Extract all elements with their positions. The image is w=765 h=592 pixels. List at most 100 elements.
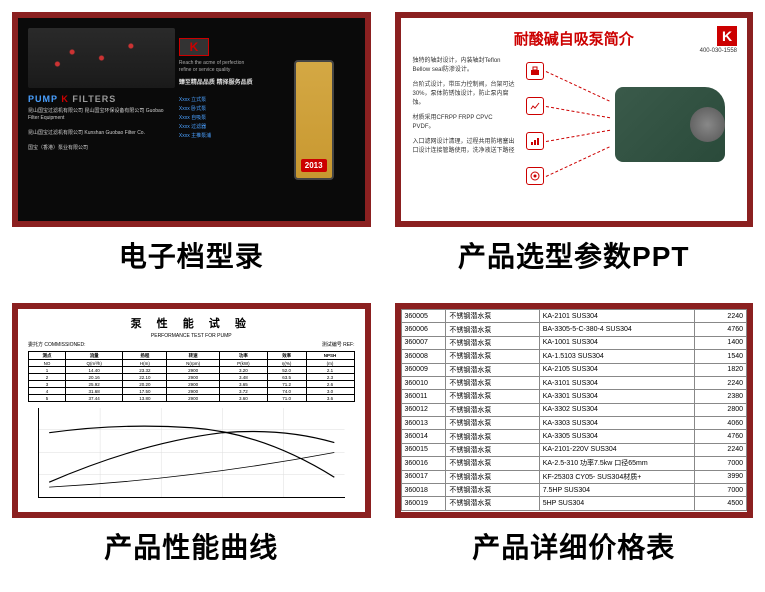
table-cell: 3 (29, 381, 66, 388)
price-row: 360019不锈钢潜水泵5HP SUS3044500 (401, 497, 747, 510)
ppt-desc-2: 台阶式设计，带压力控制阀，台架可达30%，泵体防锈蚀设计，防止泵内腐蚀。 (413, 81, 516, 108)
price-cell: 360011 (401, 390, 446, 403)
connector-line (545, 146, 609, 176)
price-cell: KA-2.5-310 功率7.5kw 口径65mm (539, 457, 694, 470)
price-row: 360010不锈钢潜水泵KA-3101 SUS3042240 (401, 376, 747, 389)
price-row: 360007不锈钢潜水泵KA-1001 SUS3041400 (401, 336, 747, 349)
price-cell: 360014 (401, 430, 446, 443)
performance-chart (38, 408, 345, 498)
table-sub-cell: N(rpm) (167, 360, 220, 367)
price-row: 360006不锈钢潜水泵BA-3305-5-C-380-4 SUS3044760 (401, 323, 747, 336)
curve-title: 泵 性 能 试 验 (28, 315, 355, 331)
feature-icon (526, 62, 544, 80)
curve-content: 泵 性 能 试 验 PERFORMANCE TEST FOR PUMP 委托方 … (18, 309, 365, 512)
price-cell: KA-1.5103 SUS304 (539, 350, 694, 363)
price-row: 360016不锈钢潜水泵KA-2.5-310 功率7.5kw 口径65mm700… (401, 457, 747, 470)
table-cell: 13.80 (123, 395, 167, 402)
price-cell: 不锈钢潜水泵 (446, 390, 539, 403)
k-logo-box: K (179, 38, 209, 56)
price-table: 360005不锈钢潜水泵KA-2101 SUS3042240360006不锈钢潜… (401, 309, 748, 511)
price-cell: 4500 (695, 497, 747, 510)
table-sub-cell: P(kW) (219, 360, 267, 367)
product-list: Xxxx 立式泵 Xxxx 卧式泵 Xxxx 自吸泵 Xxxx 过滤器 Xxxx… (179, 96, 269, 139)
price-frame: 360005不锈钢潜水泵KA-2101 SUS3042240360006不锈钢潜… (395, 303, 754, 518)
price-row: 360018不锈钢潜水泵7.5HP SUS3047000 (401, 483, 747, 496)
caption-price: 产品详细价格表 (472, 526, 675, 566)
document-grid: PUMP K FILTERS 昆山国宝过滤机有限公司 昆山国宝环保设备有限公司 … (12, 12, 753, 580)
price-cell: 2800 (695, 403, 747, 416)
logo-pump-text: PUMP (28, 94, 58, 104)
price-cell: 2240 (695, 376, 747, 389)
catalog-mid: K Reach the acme of perfection refine or… (175, 28, 273, 211)
table-cell: 3.48 (219, 374, 267, 381)
price-cell: 不锈钢潜水泵 (446, 350, 539, 363)
price-cell: 360018 (401, 483, 446, 496)
price-cell: 不锈钢潜水泵 (446, 403, 539, 416)
ppt-body: 独特的轴封设计，内装轴封Teflon Bellow seal防渗设计。 台阶式设… (413, 57, 736, 207)
caption-curve: 产品性能曲线 (104, 526, 278, 566)
price-cell: 5HP SUS304 (539, 497, 694, 510)
price-cell: KA-3101 SUS304 (539, 376, 694, 389)
table-cell: 1 (29, 367, 66, 374)
table-cell: 52.0 (267, 367, 306, 374)
price-cell: 4760 (695, 323, 747, 336)
price-cell: 360012 (401, 403, 446, 416)
price-cell: 360019 (401, 497, 446, 510)
table-cell: 22.10 (123, 374, 167, 381)
price-cell: 不锈钢潜水泵 (446, 470, 539, 483)
curve-subtitle: PERFORMANCE TEST FOR PUMP (28, 333, 355, 339)
table-cell: 37.44 (66, 395, 123, 402)
price-cell: 不锈钢潜水泵 (446, 497, 539, 510)
panel-curve: 泵 性 能 试 验 PERFORMANCE TEST FOR PUMP 委托方 … (12, 303, 371, 580)
price-cell: 7.5HP SUS304 (539, 483, 694, 496)
price-cell: 4060 (695, 417, 747, 430)
price-cell: 3990 (695, 470, 747, 483)
product-item: Xxxx 立式泵 (179, 96, 269, 103)
table-row: 325.9220.2029003.6571.22.6 (29, 381, 355, 388)
price-cell: 360007 (401, 336, 446, 349)
price-cell: KA-3301 SUS304 (539, 390, 694, 403)
price-cell: 不锈钢潜水泵 (446, 363, 539, 376)
company-block-3: 国宝（香港）泵业有限公司 (28, 145, 175, 152)
logo-k-text: K (61, 94, 69, 104)
panel-catalog: PUMP K FILTERS 昆山国宝过滤机有限公司 昆山国宝环保设备有限公司 … (12, 12, 371, 289)
price-cell: 360005 (401, 310, 446, 323)
product-item: Xxxx 卧式泵 (179, 105, 269, 112)
price-cell: KA-1001 SUS304 (539, 336, 694, 349)
table-cell: 71.2 (267, 381, 306, 388)
caption-catalog: 电子档型录 (119, 235, 264, 275)
table-cell: 14.40 (66, 367, 123, 374)
year-label: 2013 (301, 159, 327, 172)
price-cell: 4760 (695, 430, 747, 443)
panel-ppt: 耐酸碱自吸泵简介 K 400-030-1558 独特的轴封设计，内装轴封Tefl… (395, 12, 754, 289)
ppt-frame: 耐酸碱自吸泵简介 K 400-030-1558 独特的轴封设计，内装轴封Tefl… (395, 12, 754, 227)
table-cell: 3.60 (219, 395, 267, 402)
price-row: 360015不锈钢潜水泵KA-2101-220V SUS3042240 (401, 443, 747, 456)
curve-info: 委托方 COMMISSIONED: 测试编号 REF: (28, 341, 355, 348)
price-cell: 1820 (695, 363, 747, 376)
price-cell: 1400 (695, 336, 747, 349)
table-cell: 3.0 (306, 388, 354, 395)
table-cell: 2900 (167, 374, 220, 381)
price-cell: KA-3303 SUS304 (539, 417, 694, 430)
price-cell: KA-2101-220V SUS304 (539, 443, 694, 456)
connector-line (546, 130, 610, 142)
table-cell: 3.65 (219, 381, 267, 388)
price-cell: KF-25303 CY05- SUS304材质+ (539, 470, 694, 483)
table-cell: 71.0 (267, 395, 306, 402)
cn-slogan: 臻至精品品质 精择服务品质 (179, 77, 269, 86)
table-cell: 5 (29, 395, 66, 402)
npsh-curve (49, 453, 334, 488)
company-block-1: 昆山国宝过滤机有限公司 昆山国宝环保设备有限公司 Guobao Filter E… (28, 108, 175, 122)
table-cell: 2900 (167, 395, 220, 402)
price-cell: 360010 (401, 376, 446, 389)
pump-image (615, 87, 725, 162)
price-cell: 7000 (695, 457, 747, 470)
table-cell: 3.72 (219, 388, 267, 395)
product-item: Xxxx 自吸泵 (179, 114, 269, 121)
price-row: 360017不锈钢潜水泵KF-25303 CY05- SUS304材质+3990 (401, 470, 747, 483)
table-row: 431.6817.5029003.7274.03.0 (29, 388, 355, 395)
table-cell: 2900 (167, 388, 220, 395)
table-cell: 2.1 (306, 367, 354, 374)
table-header-cell: NPSH (306, 352, 354, 360)
